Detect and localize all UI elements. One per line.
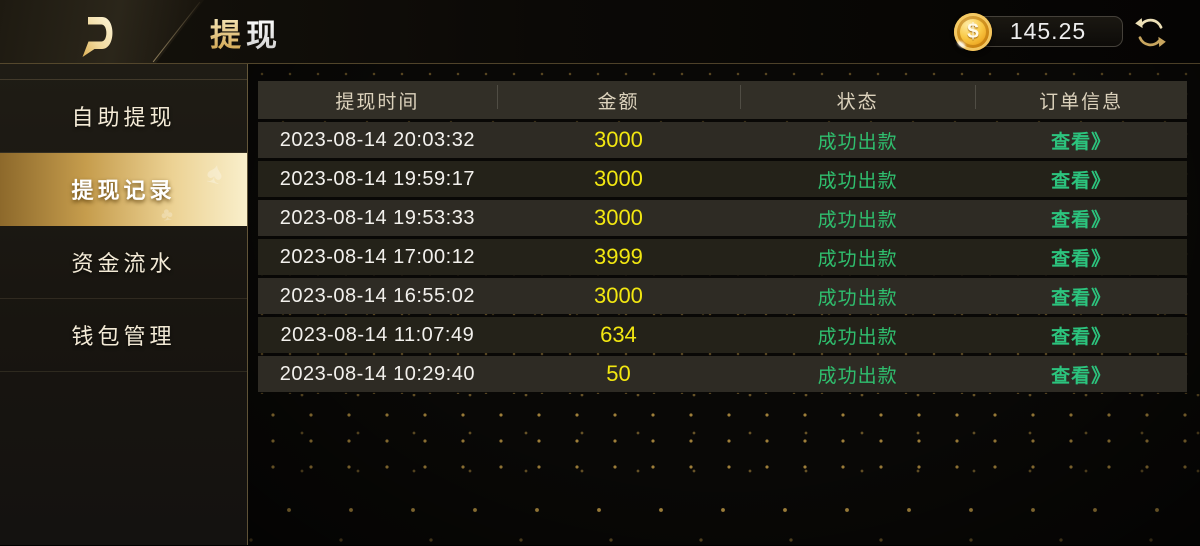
coin-icon: $ (954, 13, 992, 51)
cell-amount: 3000 (593, 127, 643, 152)
dollar-sign: $ (967, 20, 979, 43)
cell-withdraw-time: 2023-08-14 19:53:33 (279, 206, 475, 229)
topbar: 提现 $ 145.25 (0, 0, 1200, 64)
sidebar-item-label: 钱包管理 (71, 324, 176, 349)
cell-status: 成功出款 (817, 365, 898, 387)
page-title-rest: 现 (246, 10, 282, 55)
view-order-link[interactable]: 查看》 (1051, 209, 1112, 231)
background-dots-near (248, 482, 1200, 545)
cell-withdraw-time: 2023-08-14 10:29:40 (279, 362, 475, 385)
table-row: 2023-08-14 19:53:33 3000 成功出款 查看》 (258, 200, 1187, 236)
cell-status: 成功出款 (817, 287, 898, 309)
header-amount: 金额 (496, 84, 740, 114)
cell-withdraw-time: 2023-08-14 19:59:17 (279, 167, 475, 190)
table-row: 2023-08-14 11:07:49 634 成功出款 查看》 (258, 317, 1187, 353)
cell-status: 成功出款 (817, 209, 898, 231)
sidebar-item-label: 提现记录 (71, 178, 176, 203)
sidebar-item[interactable]: 资金流水 (0, 226, 247, 299)
cell-amount: 3000 (593, 205, 643, 230)
view-order-link[interactable]: 查看》 (1051, 365, 1112, 387)
balance-display: $ 145.25 (954, 13, 1123, 51)
view-order-link[interactable]: 查看》 (1051, 131, 1112, 153)
page-title: 提现 (210, 0, 282, 64)
view-order-link[interactable]: 查看》 (1051, 248, 1112, 270)
cell-withdraw-time: 2023-08-14 20:03:32 (279, 128, 475, 151)
cell-withdraw-time: 2023-08-14 17:00:12 (279, 245, 475, 268)
sidebar-item[interactable]: 自助提现 (0, 80, 247, 153)
background-dots-mid (248, 394, 1200, 482)
view-order-link[interactable]: 查看》 (1051, 170, 1112, 192)
cell-amount: 3999 (593, 244, 643, 269)
cell-status: 成功出款 (817, 248, 898, 270)
view-order-link[interactable]: 查看》 (1051, 326, 1112, 348)
table-body: 2023-08-14 20:03:32 3000 成功出款 查看》 2023-0… (258, 122, 1187, 392)
table-row: 2023-08-14 19:59:17 3000 成功出款 查看》 (258, 161, 1187, 197)
app-logo-icon (82, 17, 113, 57)
withdrawal-records-table: 提现时间 金额 状态 订单信息 2023-08-14 20:03:32 3000… (258, 81, 1187, 392)
sidebar-item-label: 资金流水 (71, 251, 176, 276)
table-row: 2023-08-14 16:55:02 3000 成功出款 查看》 (258, 278, 1187, 314)
cell-status: 成功出款 (817, 131, 898, 153)
cell-amount: 3000 (593, 166, 643, 191)
view-order-link[interactable]: 查看》 (1051, 287, 1112, 309)
sidebar-item[interactable]: 钱包管理 (0, 299, 247, 372)
sidebar-item[interactable]: 提现记录 (0, 153, 247, 226)
cell-amount: 50 (606, 361, 631, 386)
cell-amount: 3000 (593, 283, 643, 308)
header-withdraw-time: 提现时间 (335, 91, 420, 113)
main-panel: 提现时间 金额 状态 订单信息 2023-08-14 20:03:32 3000… (248, 64, 1200, 545)
cell-status: 成功出款 (817, 326, 898, 348)
cell-withdraw-time: 2023-08-14 16:55:02 (279, 284, 475, 307)
sidebar: 自助提现 提现记录 资金流水 钱包管理 (0, 64, 248, 545)
refresh-icon[interactable] (1133, 15, 1168, 50)
table-header-row: 提现时间 金额 状态 订单信息 (258, 81, 1187, 119)
cell-status: 成功出款 (817, 170, 898, 192)
sidebar-menu: 自助提现 提现记录 资金流水 钱包管理 (0, 79, 247, 372)
content-area: 自助提现 提现记录 资金流水 钱包管理 (0, 64, 1200, 545)
balance-value: 145.25 (1009, 18, 1087, 44)
page-title-accent: 提 (210, 10, 246, 55)
table-row: 2023-08-14 10:29:40 50 成功出款 查看》 (258, 356, 1187, 392)
cell-withdraw-time: 2023-08-14 11:07:49 (280, 323, 475, 346)
table-row: 2023-08-14 17:00:12 3999 成功出款 查看》 (258, 239, 1187, 275)
table-row: 2023-08-14 20:03:32 3000 成功出款 查看》 (258, 122, 1187, 158)
sidebar-item-label: 自助提现 (71, 105, 176, 130)
header-status: 状态 (740, 84, 975, 114)
header-order-info: 订单信息 (975, 84, 1187, 114)
cell-amount: 634 (600, 322, 637, 347)
